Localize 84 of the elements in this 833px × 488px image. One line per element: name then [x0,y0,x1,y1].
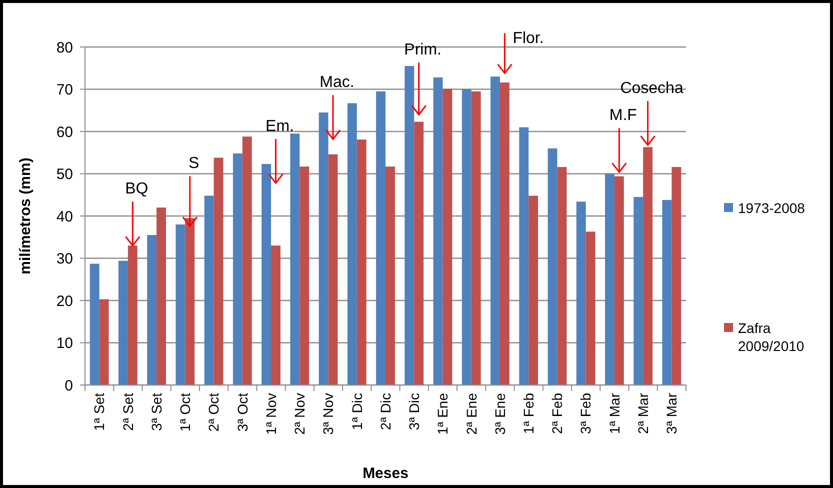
x-axis-title: Meses [362,465,408,482]
x-tick-label: 1ª Mar [606,392,622,434]
y-tick-label: 20 [56,292,73,310]
x-tick-label: 3ª Feb [578,392,594,434]
y-tick-label: 70 [56,82,73,98]
bar [548,148,558,385]
bar [528,196,538,385]
x-tick-label: 1ª Ene [434,392,451,435]
bar [490,76,500,385]
legend-label: Zafra 2009/2010 [738,320,804,354]
y-tick-label: 80 [56,39,73,56]
x-tick-label: 2ª Oct [206,392,222,432]
y-tick-label: 40 [56,208,73,226]
x-tick-label: 1ª Set [91,392,108,431]
bar [271,246,280,385]
bar [557,166,567,385]
bar [242,136,252,385]
y-tick-label: 60 [56,124,73,141]
bar [204,196,214,385]
bar [232,153,242,385]
bar [471,91,481,385]
x-tick-label: 3ª Ene [492,392,508,435]
y-tick-label: 30 [56,250,73,268]
x-tick-label: 2ª Feb [549,392,566,434]
bar [634,196,644,385]
bar [356,140,366,385]
bar [662,200,672,385]
bar [519,127,529,385]
bar [99,299,109,385]
bar [118,260,128,385]
bar [147,235,157,385]
bar [328,154,338,385]
x-tick-label: 2ª Mar [634,392,651,434]
x-tick-label: 1ª Feb [520,392,536,434]
x-tick-label: 2ª Nov [292,393,308,435]
legend-label: 1973-2008 [738,200,806,216]
bar [614,176,624,385]
bar [128,246,138,385]
annotation: Prim. [404,42,442,59]
bar [672,166,682,385]
annotation: S [188,155,200,172]
annotation: BQ [125,180,148,198]
annotation: Cosecha [620,80,684,98]
x-tick-label: 2ª Ene [463,392,480,435]
bar [290,134,300,385]
bar [500,82,510,385]
y-tick-label: 50 [56,166,73,183]
x-tick-label: 3ª Dic [406,393,422,430]
bar [156,208,166,385]
y-tick-label: 10 [56,335,73,352]
bar [300,166,310,385]
y-tick-label: 0 [64,377,73,394]
x-tick-label: 1ª Nov [262,393,279,435]
x-tick-label: 1ª Dic [348,393,365,430]
bar [376,91,386,385]
bar [462,89,472,385]
bar [404,66,414,385]
x-tick-label: 3ª Nov [320,393,336,435]
y-axis-title: milímetros (mm) [17,158,34,274]
x-tick-label: 3ª Set [148,392,164,431]
x-tick-label: 3ª Mar [664,392,680,434]
bar [90,264,100,385]
bar [185,218,195,385]
bar [576,202,586,385]
annotation: M.F [609,107,638,124]
bar [386,166,395,385]
x-tick-label: 2ª Dic [377,393,394,430]
bar [318,112,328,385]
bar [605,174,614,385]
bar [176,224,186,385]
x-tick-label: 3ª Oct [234,392,250,432]
bar [433,77,443,385]
x-tick-label: 1ª Oct [177,392,194,432]
bar [214,158,224,385]
bar [586,232,596,385]
bar [347,103,357,385]
x-tick-label: 2ª Set [120,392,136,431]
annotation: Flor. [512,30,544,48]
bar [643,147,653,385]
bar [442,88,452,385]
bar [414,122,424,385]
annotation: Em. [266,118,294,136]
bar [262,164,272,385]
annotation: Mac. [320,74,354,92]
